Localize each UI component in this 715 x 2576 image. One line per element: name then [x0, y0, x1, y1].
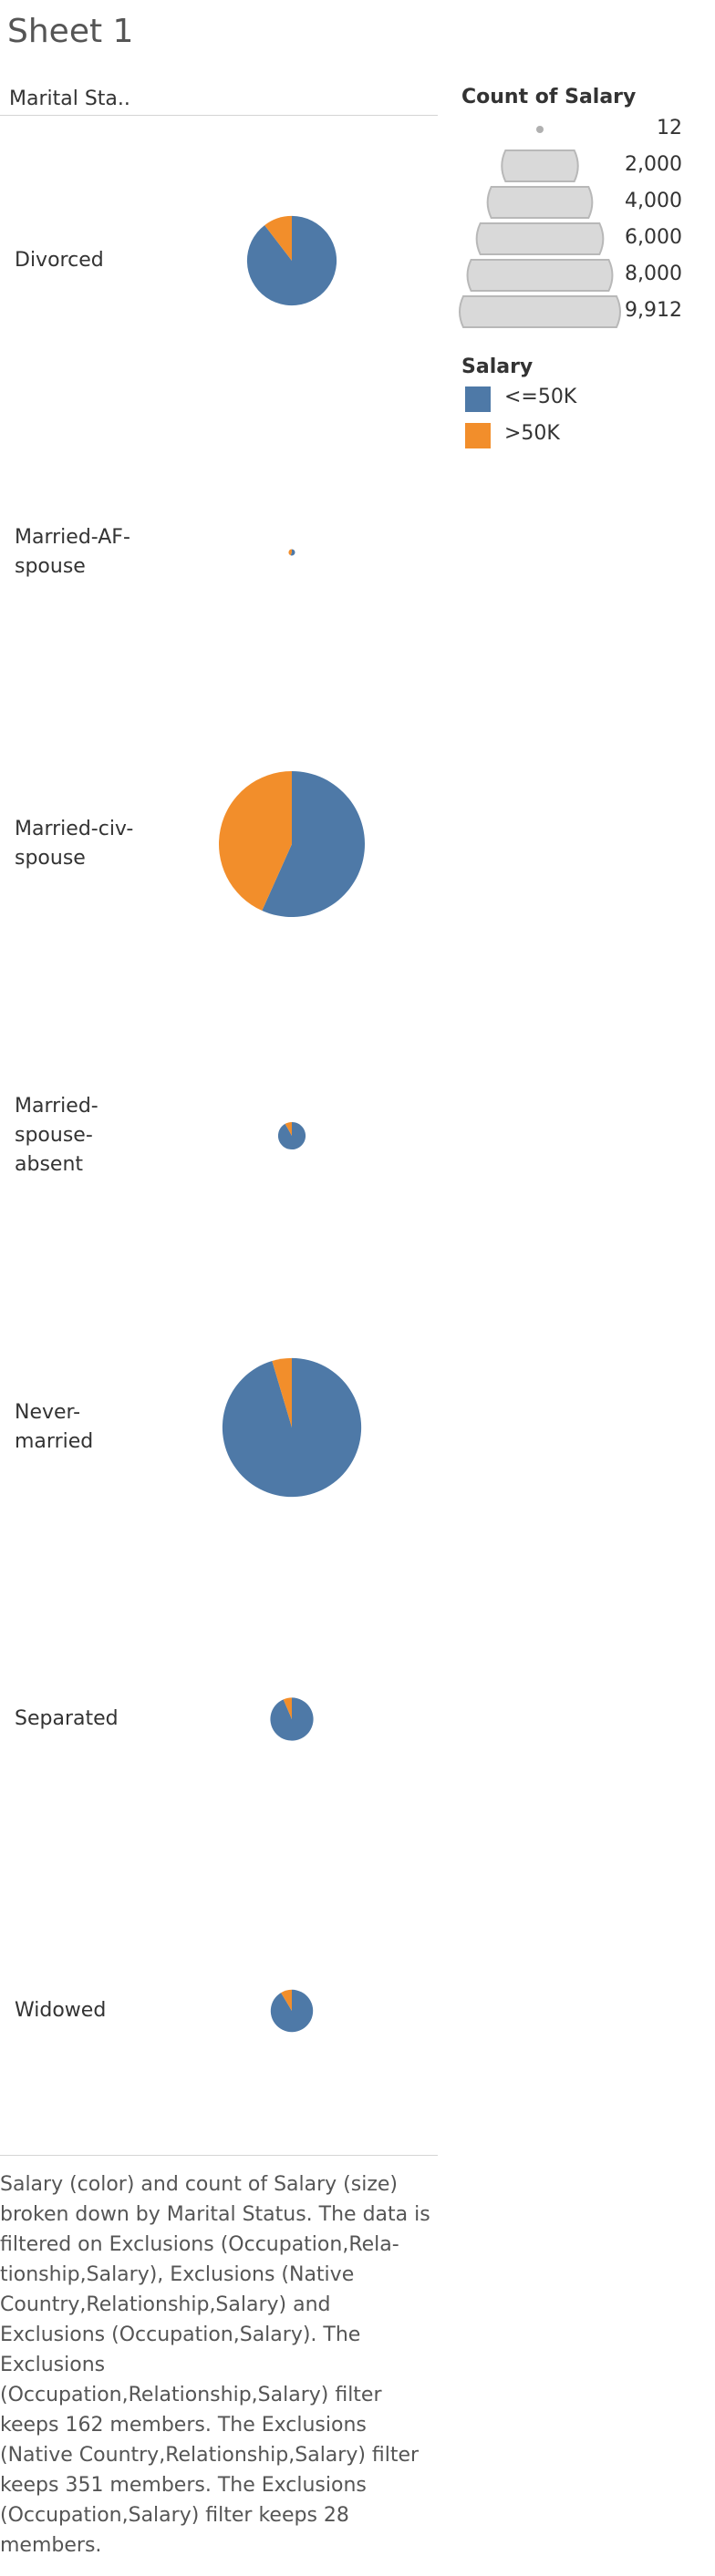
size-legend: [459, 126, 621, 328]
size-legend-mark: [536, 126, 544, 133]
pie-slice-never-married-le50k[interactable]: [222, 1357, 362, 1498]
pie-slice-separated-le50k[interactable]: [270, 1697, 314, 1741]
row-label-widowed[interactable]: Widowed: [15, 1999, 107, 2022]
pie-slice-married-spouse-absent-le50k[interactable]: [277, 1121, 306, 1150]
color-legend-label-le50k[interactable]: <=50K: [504, 386, 577, 408]
color-legend-label-gt50k[interactable]: >50K: [504, 422, 560, 445]
size-legend-label: 9,912: [625, 299, 682, 322]
pie-slice-widowed-gt50k[interactable]: [281, 1989, 292, 2011]
pie-married-spouse-absent[interactable]: [277, 1121, 306, 1150]
size-legend-mark: [466, 259, 614, 292]
size-legend-mark: [486, 186, 594, 219]
pie-slice-separated-gt50k[interactable]: [283, 1697, 292, 1719]
size-legend-mark: [475, 222, 605, 255]
pie-slice-widowed-le50k[interactable]: [270, 1989, 314, 2033]
row-label-never-married[interactable]: Never- married: [15, 1401, 94, 1453]
color-swatch-le50k[interactable]: [465, 386, 491, 412]
pie-separated[interactable]: [270, 1697, 314, 1741]
size-legend-label: 4,000: [625, 190, 682, 212]
caption: Salary (color) and count of Salary (size…: [0, 2173, 430, 2557]
row-label-married-af-spouse[interactable]: Married-AF- spouse: [15, 526, 130, 578]
row-label-married-spouse-absent[interactable]: Married- spouse- absent: [15, 1095, 98, 1176]
color-legend-title: Salary: [461, 355, 534, 378]
pie-slice-married-af-spouse-gt50k[interactable]: [288, 549, 292, 556]
size-legend-title: Count of Salary: [461, 86, 637, 108]
pie-divorced[interactable]: [246, 215, 337, 306]
row-label-married-civ-spouse[interactable]: Married-civ- spouse: [15, 818, 134, 870]
pie-married-civ-spouse[interactable]: [218, 771, 365, 917]
pie-never-married[interactable]: [222, 1357, 362, 1498]
pie-chart: [218, 215, 365, 2033]
size-legend-label: 6,000: [625, 226, 682, 249]
pie-widowed[interactable]: [270, 1989, 314, 2033]
size-legend-label: 2,000: [625, 153, 682, 176]
sheet-title: Sheet 1: [7, 13, 134, 50]
color-swatch-gt50k[interactable]: [465, 423, 491, 448]
row-label-separated[interactable]: Separated: [15, 1707, 119, 1730]
pie-slice-married-spouse-absent-gt50k[interactable]: [285, 1121, 292, 1136]
size-legend-label: 12: [657, 117, 682, 139]
row-label-divorced[interactable]: Divorced: [15, 249, 104, 272]
size-legend-mark: [459, 295, 621, 328]
pie-married-af-spouse[interactable]: [288, 549, 295, 556]
pie-slice-married-af-spouse-le50k[interactable]: [290, 549, 295, 556]
pie-slice-never-married-gt50k[interactable]: [272, 1357, 292, 1427]
footer-divider: [0, 2155, 438, 2156]
size-legend-label: 8,000: [625, 263, 682, 285]
pie-slice-married-civ-spouse-le50k[interactable]: [262, 771, 365, 917]
size-legend-mark: [501, 149, 579, 182]
pie-slice-married-civ-spouse-gt50k[interactable]: [218, 771, 292, 912]
pie-slice-divorced-gt50k[interactable]: [264, 215, 292, 261]
header-divider: [0, 115, 438, 116]
marital-status-header[interactable]: Marital Sta..: [9, 88, 130, 110]
